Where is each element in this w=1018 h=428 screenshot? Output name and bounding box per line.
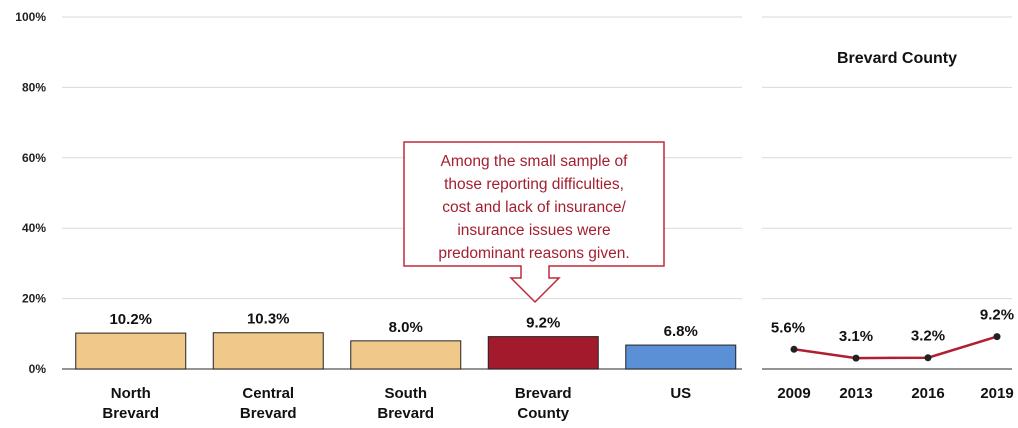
trend-value-label: 5.6% xyxy=(771,319,805,336)
trend-point xyxy=(993,333,1001,341)
category-label: South xyxy=(385,385,428,402)
category-label: Brevard xyxy=(377,405,434,422)
trend-line-series xyxy=(790,333,1001,362)
category-label: Brevard xyxy=(240,405,297,422)
trend-x-axis-labels: 2009 2013 2016 2019 xyxy=(777,385,1013,402)
right-gridlines xyxy=(762,16,1012,370)
y-tick-label: 0% xyxy=(29,362,47,376)
category-label: North xyxy=(111,385,151,402)
trend-line xyxy=(793,335,998,360)
bar-value-label: 10.3% xyxy=(247,311,290,328)
year-label: 2016 xyxy=(911,385,944,402)
year-label: 2009 xyxy=(777,385,810,402)
callout-line: Among the small sample of xyxy=(441,153,629,170)
bar xyxy=(75,332,187,370)
category-label: Central xyxy=(242,385,294,402)
y-tick-label: 20% xyxy=(22,292,46,306)
bar-value-label: 9.2% xyxy=(526,315,560,332)
year-label: 2019 xyxy=(980,385,1013,402)
y-tick-label: 80% xyxy=(22,80,46,94)
bar-value-label: 8.0% xyxy=(389,319,423,336)
callout-box xyxy=(403,141,665,304)
callout-line: cost and lack of insurance/ xyxy=(442,199,626,216)
callout-line: insurance issues were xyxy=(457,222,610,239)
y-tick-label: 40% xyxy=(22,221,46,235)
trend-chart-title: Brevard County xyxy=(837,50,957,67)
category-label: Brevard xyxy=(515,385,572,402)
category-label: County xyxy=(517,405,569,422)
y-tick-label: 60% xyxy=(22,151,46,165)
category-label: Brevard xyxy=(102,405,159,422)
trend-data-labels: 5.6% 3.1% 3.2% 9.2% xyxy=(771,307,1014,345)
callout-line: predominant reasons given. xyxy=(438,245,629,262)
trend-value-label: 3.2% xyxy=(911,328,945,345)
bar-data-labels: 10.2% 10.3% 8.0% 9.2% 6.8% xyxy=(109,311,697,340)
y-tick-label: 100% xyxy=(15,10,46,24)
bar-value-label: 6.8% xyxy=(664,323,698,340)
bar-category-labels: North Brevard Central Brevard South Brevard Br… xyxy=(102,385,691,422)
bar-series xyxy=(75,332,737,370)
trend-value-label: 3.1% xyxy=(839,328,873,345)
trend-point xyxy=(790,345,798,353)
y-axis-ticks: 0% 20% 40% 60% 80% 100% xyxy=(15,10,46,376)
callout-line: those reporting difficulties, xyxy=(444,176,624,193)
bar xyxy=(625,344,737,370)
trend-value-label: 9.2% xyxy=(980,307,1014,324)
category-label: US xyxy=(670,385,691,402)
callout-annotation: Among the small sample of those reporting… xyxy=(403,141,665,304)
bar xyxy=(350,340,462,370)
trend-point xyxy=(852,354,860,362)
bar-value-label: 10.2% xyxy=(109,311,152,328)
year-label: 2013 xyxy=(839,385,872,402)
trend-point xyxy=(924,354,932,362)
bar xyxy=(212,332,324,370)
bar xyxy=(487,336,599,370)
